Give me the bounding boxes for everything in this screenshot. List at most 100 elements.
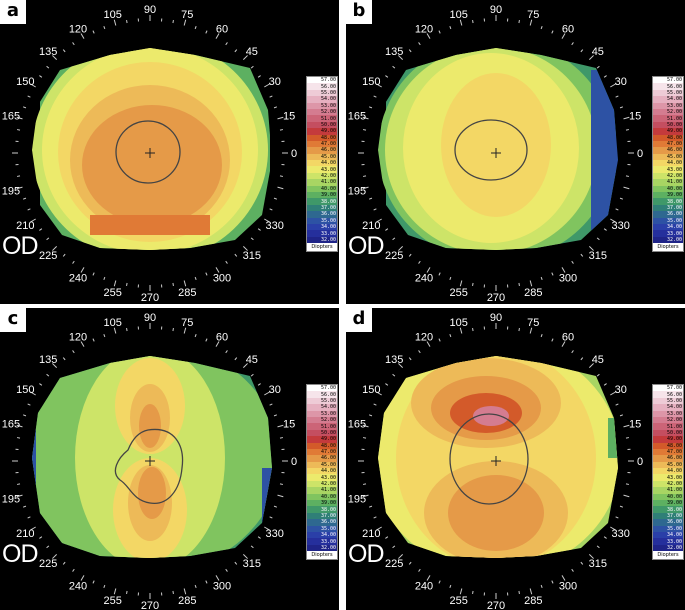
degree-tick <box>92 30 95 34</box>
scale-cell: 42.00 <box>307 480 337 488</box>
degree-tick <box>408 49 412 53</box>
degree-tick <box>385 228 389 231</box>
degree-label-330: 330 <box>612 220 630 232</box>
degree-tick <box>194 584 197 589</box>
degree-tick <box>438 580 441 584</box>
scale-cell: 49.00 <box>307 436 337 443</box>
degree-label-105: 105 <box>450 317 468 329</box>
zone-right-blue <box>262 468 272 528</box>
degree-tick <box>16 186 23 190</box>
degree-tick <box>373 95 377 98</box>
topography-map: 90 75604530150330315300285270255240225210… <box>2 4 297 304</box>
degree-tick <box>472 327 474 332</box>
scale-cell: 34.00 <box>307 223 337 231</box>
scale-cell: 54.00 <box>653 404 683 411</box>
degree-label-285: 285 <box>178 287 196 299</box>
degree-label-255: 255 <box>104 287 122 299</box>
center-crosshair <box>145 456 155 466</box>
degree-label-195: 195 <box>348 493 366 505</box>
scale-cell: 54.00 <box>653 96 683 103</box>
degree-tick <box>398 363 404 369</box>
degree-tick <box>242 553 248 559</box>
degree-label-135: 135 <box>385 46 403 58</box>
scale-cell: 50.00 <box>653 429 683 437</box>
diopter-scale: 57.00 56.00 55.00 54.00 53.00 52.00 51.00 50.00… <box>652 76 684 253</box>
degree-label-165: 165 <box>2 111 20 123</box>
degree-tick <box>603 228 607 231</box>
scale-cell: 32.00 <box>653 236 683 244</box>
degree-label-75: 75 <box>181 9 193 21</box>
scale-cell: 55.00 <box>653 89 683 97</box>
zone-upper-pink <box>473 406 509 426</box>
degree-label-15: 15 <box>629 111 641 123</box>
scale-cell: 52.00 <box>653 416 683 424</box>
scale-cell: 36.00 <box>307 211 337 218</box>
degree-label-165: 165 <box>348 111 366 123</box>
degree-tick <box>529 19 533 26</box>
scale-cell: 55.00 <box>307 89 337 97</box>
degree-tick <box>615 403 619 406</box>
degree-label-105: 105 <box>104 9 122 21</box>
degree-tick <box>426 575 431 581</box>
degree-tick <box>22 197 27 200</box>
degree-tick <box>376 83 382 88</box>
scale-cell: 54.00 <box>307 404 337 411</box>
degree-tick <box>596 373 600 377</box>
scale-cell: 45.00 <box>653 153 683 161</box>
scale-cell: 41.00 <box>653 487 683 494</box>
degree-tick <box>269 403 273 406</box>
degree-tick <box>580 253 584 257</box>
diopter-scale: 57.00 56.00 55.00 54.00 53.00 52.00 51.00 50.00… <box>306 384 338 561</box>
panel-letter: c <box>0 308 26 332</box>
degree-label-315: 315 <box>243 558 261 570</box>
degree-tick <box>46 545 50 549</box>
pupil-outline <box>115 120 181 184</box>
degree-tick <box>615 208 619 211</box>
scale-cell: 33.00 <box>653 230 683 237</box>
degree-tick <box>72 350 75 354</box>
degree-tick <box>30 218 36 223</box>
degree-tick <box>183 19 187 26</box>
degree-label-75: 75 <box>527 9 539 21</box>
degree-tick <box>16 424 23 428</box>
degree-tick <box>183 280 187 287</box>
panel-letter: d <box>346 308 372 332</box>
scale-cell: 47.00 <box>307 140 337 148</box>
degree-tick <box>472 590 474 595</box>
degree-tick <box>273 197 278 200</box>
degree-tick <box>518 327 520 332</box>
degree-tick <box>472 19 474 24</box>
degree-tick <box>580 49 584 53</box>
degree-tick <box>277 116 284 120</box>
degree-label-225: 225 <box>39 250 57 262</box>
topography-panel-a: 90 75 60 45 30 15 0 330 315 300 285 270 255 240 225 210… <box>0 0 339 304</box>
degree-tick <box>580 357 584 361</box>
degree-tick <box>250 237 254 241</box>
degree-label-300: 300 <box>559 273 577 285</box>
scale-cell: 33.00 <box>307 538 337 545</box>
degree-tick <box>46 237 50 241</box>
degree-tick <box>385 536 389 539</box>
degree-label-315: 315 <box>589 558 607 570</box>
degree-tick <box>362 437 367 439</box>
scale-cell: 38.00 <box>653 198 683 205</box>
degree-label-105: 105 <box>104 317 122 329</box>
degree-tick <box>264 83 270 88</box>
degree-label-315: 315 <box>243 250 261 262</box>
degree-tick <box>368 505 373 508</box>
degree-tick <box>610 218 616 223</box>
degree-tick <box>194 25 197 30</box>
eye-label: OD <box>2 540 38 568</box>
degree-tick <box>603 75 607 78</box>
degree-tick <box>273 414 278 417</box>
scale-cell: 57.00 <box>653 77 683 84</box>
scale-cell: 37.00 <box>307 512 337 520</box>
degree-tick <box>257 228 261 231</box>
topography-map: 90 75604530150330315300285270255240225210… <box>348 312 643 610</box>
degree-label-300: 300 <box>213 581 231 593</box>
degree-label-75: 75 <box>527 317 539 329</box>
degree-label-255: 255 <box>450 595 468 607</box>
zone-lower-orange <box>448 475 544 551</box>
degree-label-240: 240 <box>69 273 87 285</box>
degree-tick <box>205 580 208 584</box>
